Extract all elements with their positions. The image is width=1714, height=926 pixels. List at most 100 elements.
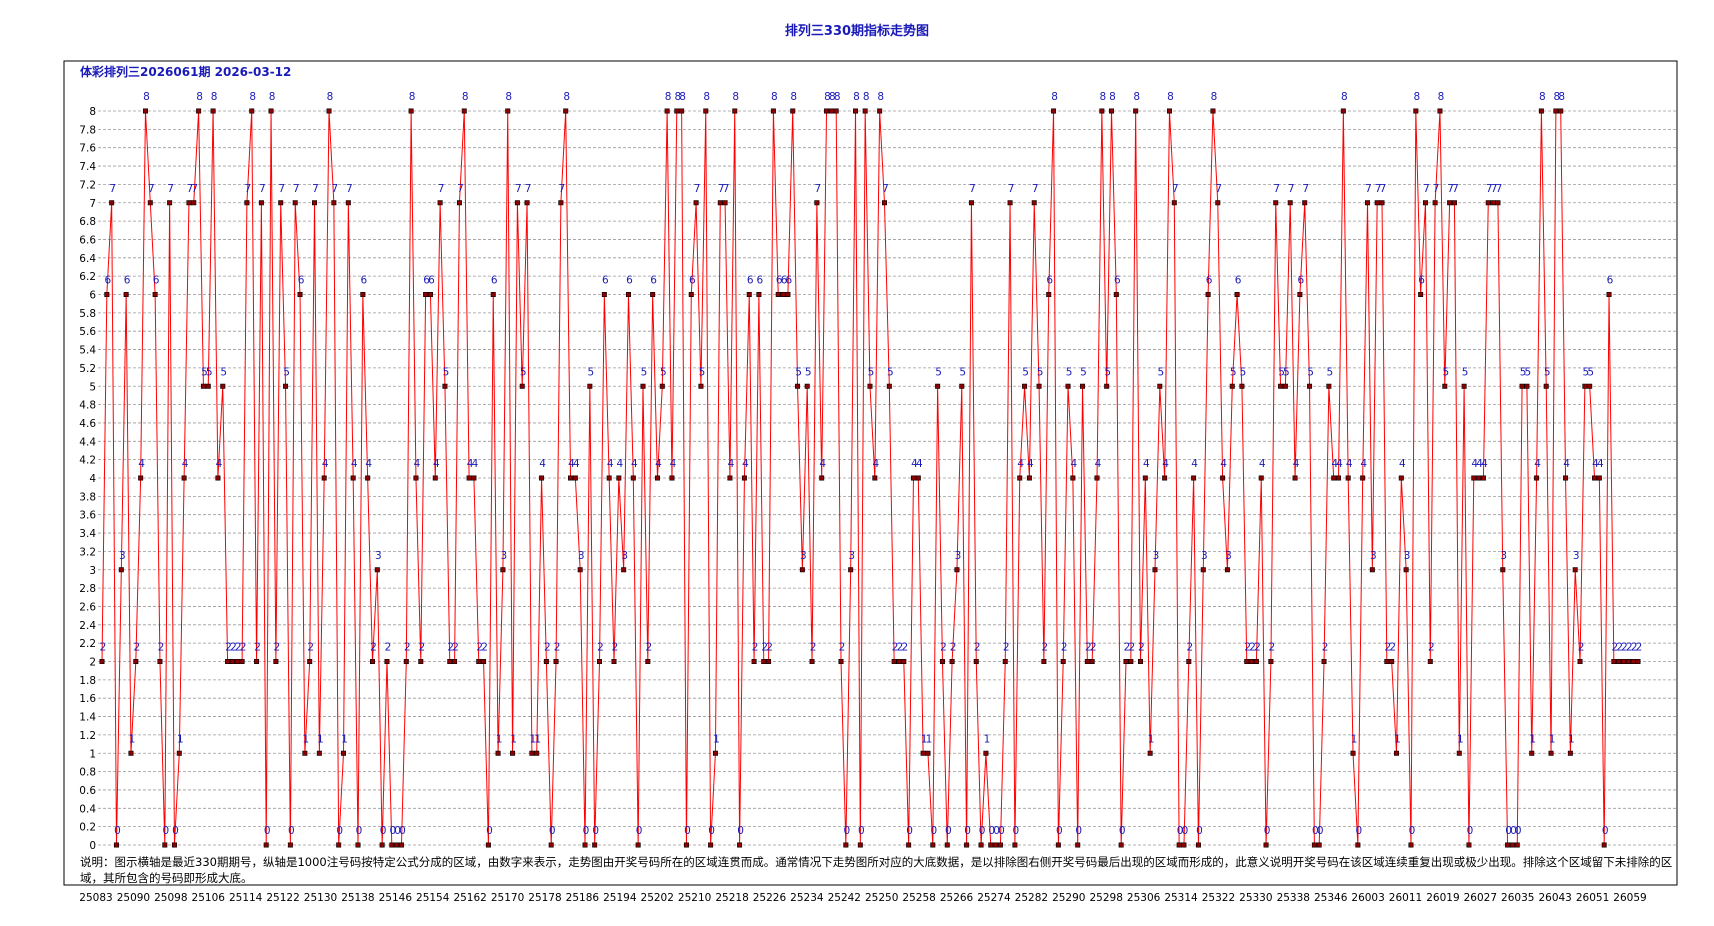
data-label: 8 (863, 91, 870, 103)
data-label: 2 (476, 642, 483, 654)
data-label: 4 (872, 458, 879, 470)
data-point (582, 842, 588, 848)
y-tick-label: 2.4 (79, 620, 96, 632)
y-tick-label: 6.8 (79, 216, 96, 228)
data-label: 6 (104, 275, 111, 287)
data-label: 7 (515, 183, 522, 195)
data-label: 6 (781, 275, 788, 287)
data-point (365, 475, 371, 481)
data-point (587, 383, 593, 389)
data-label: 0 (583, 825, 590, 837)
data-label: 2 (950, 642, 957, 654)
x-tick-label: 26019 (1426, 892, 1459, 904)
data-point (939, 658, 945, 664)
data-point (886, 383, 892, 389)
data-label: 4 (322, 458, 329, 470)
data-point (1263, 842, 1269, 848)
data-point (447, 658, 453, 664)
data-label: 0 (264, 825, 271, 837)
data-point (408, 108, 414, 114)
data-point (1321, 658, 1327, 664)
data-point (737, 842, 743, 848)
data-point (1635, 658, 1641, 664)
data-label: 0 (486, 825, 493, 837)
data-point (1519, 383, 1525, 389)
data-label: 5 (1544, 366, 1551, 378)
data-label: 2 (752, 642, 759, 654)
data-label: 7 (1365, 183, 1372, 195)
x-tick-label: 25290 (1052, 892, 1085, 904)
data-point (650, 291, 656, 297)
data-point (369, 658, 375, 664)
data-label: 7 (1433, 183, 1440, 195)
y-tick-label: 3.8 (79, 491, 96, 503)
data-label: 0 (1013, 825, 1020, 837)
data-label: 7 (1423, 183, 1430, 195)
data-point (1625, 658, 1631, 664)
data-label: 5 (699, 366, 706, 378)
data-label: 6 (757, 275, 764, 287)
data-point (983, 750, 989, 756)
data-label: 8 (1051, 91, 1058, 103)
data-label: 6 (360, 275, 367, 287)
data-point (1186, 658, 1192, 664)
data-label: 5 (201, 366, 208, 378)
data-point (891, 658, 897, 664)
data-label: 2 (418, 642, 425, 654)
data-label: 4 (1336, 458, 1343, 470)
data-label: 6 (1418, 275, 1425, 287)
data-label: 8 (665, 91, 672, 103)
data-point (799, 567, 805, 573)
y-tick-label: 3.4 (79, 528, 96, 540)
data-point (790, 108, 796, 114)
data-point (819, 475, 825, 481)
data-point (1094, 475, 1100, 481)
data-label: 2 (385, 642, 392, 654)
data-point (1505, 842, 1511, 848)
data-point (925, 750, 931, 756)
data-point (519, 383, 525, 389)
data-point (423, 291, 429, 297)
data-point (268, 108, 274, 114)
y-tick-label: 6.4 (79, 253, 96, 265)
data-label: 0 (1515, 825, 1522, 837)
data-point (336, 842, 342, 848)
data-point (1166, 108, 1172, 114)
data-label: 2 (1124, 642, 1131, 654)
data-label: 2 (892, 642, 899, 654)
data-label: 5 (660, 366, 667, 378)
data-label: 2 (1428, 642, 1435, 654)
x-tick-label: 25242 (828, 892, 861, 904)
data-label: 7 (346, 183, 353, 195)
chart-subtitle: 体彩排列三2026061期 2026-03-12 (80, 64, 291, 79)
data-point (843, 842, 849, 848)
data-point (761, 658, 767, 664)
data-point (167, 200, 173, 206)
data-point (1176, 842, 1182, 848)
data-label: 0 (737, 825, 744, 837)
data-label: 8 (703, 91, 710, 103)
data-point (1089, 658, 1095, 664)
data-point (664, 108, 670, 114)
data-label: 7 (245, 183, 252, 195)
data-point (514, 200, 520, 206)
data-label: 1 (303, 733, 310, 745)
data-label: 8 (409, 91, 416, 103)
data-point (1529, 750, 1535, 756)
data-label: 2 (1636, 642, 1643, 654)
data-point (171, 842, 177, 848)
data-point (601, 291, 607, 297)
data-label: 7 (723, 183, 730, 195)
data-label: 5 (1525, 366, 1532, 378)
data-label: 4 (1220, 458, 1227, 470)
data-point (210, 108, 216, 114)
data-point (1567, 750, 1573, 756)
data-point (968, 200, 974, 206)
data-point (1369, 567, 1375, 573)
data-label: 7 (559, 183, 566, 195)
data-point (1302, 200, 1308, 206)
data-label: 7 (191, 183, 198, 195)
data-point (611, 658, 617, 664)
data-point (775, 291, 781, 297)
data-label: 0 (1119, 825, 1126, 837)
